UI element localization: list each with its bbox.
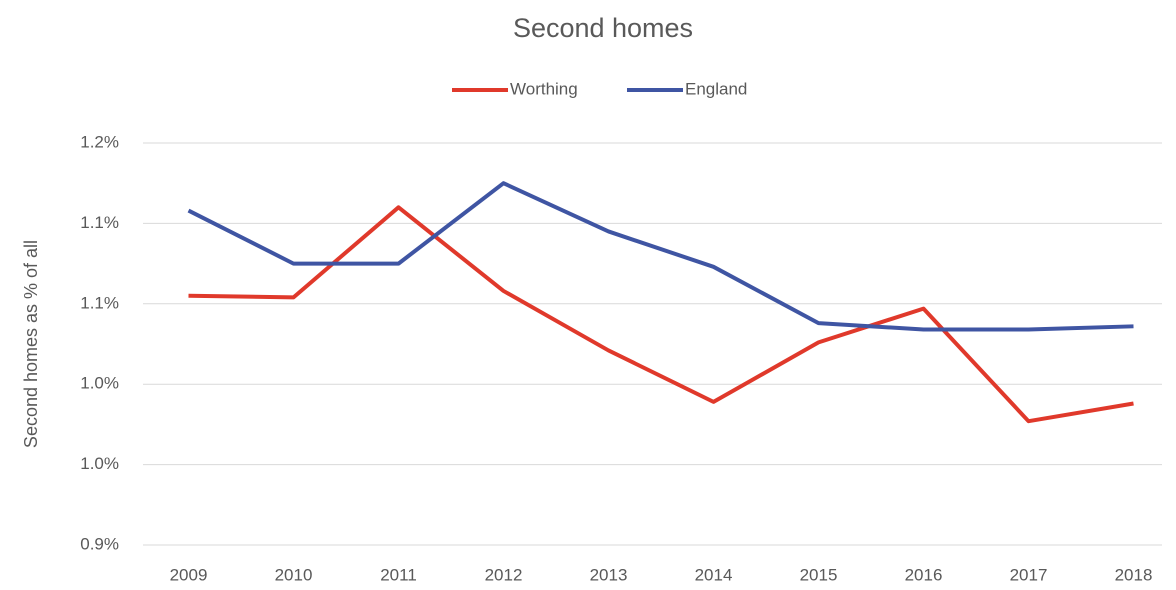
x-tick-label: 2018 xyxy=(1115,565,1153,584)
y-tick-label: 1.1% xyxy=(80,293,119,312)
x-tick-label: 2009 xyxy=(170,565,208,584)
x-tick-label: 2014 xyxy=(695,565,733,584)
y-tick-label: 1.1% xyxy=(80,213,119,232)
y-tick-label: 1.0% xyxy=(80,454,119,473)
y-tick-label: 1.2% xyxy=(80,132,119,151)
series-line xyxy=(187,181,1134,332)
series-line xyxy=(188,205,1134,424)
x-tick-label: 2011 xyxy=(380,565,417,584)
chart-title: Second homes xyxy=(513,13,693,43)
legend-label: England xyxy=(685,79,747,98)
x-tick-label: 2017 xyxy=(1010,565,1048,584)
x-tick-label: 2016 xyxy=(905,565,943,584)
x-tick-label: 2013 xyxy=(590,565,628,584)
y-tick-label: 1.0% xyxy=(80,374,119,393)
x-tick-label: 2010 xyxy=(275,565,313,584)
x-tick-label: 2012 xyxy=(485,565,523,584)
x-tick-label: 2015 xyxy=(800,565,838,584)
y-tick-label: 0.9% xyxy=(80,534,119,553)
y-axis-label: Second homes as % of all xyxy=(21,240,41,448)
legend-label: Worthing xyxy=(510,79,578,98)
